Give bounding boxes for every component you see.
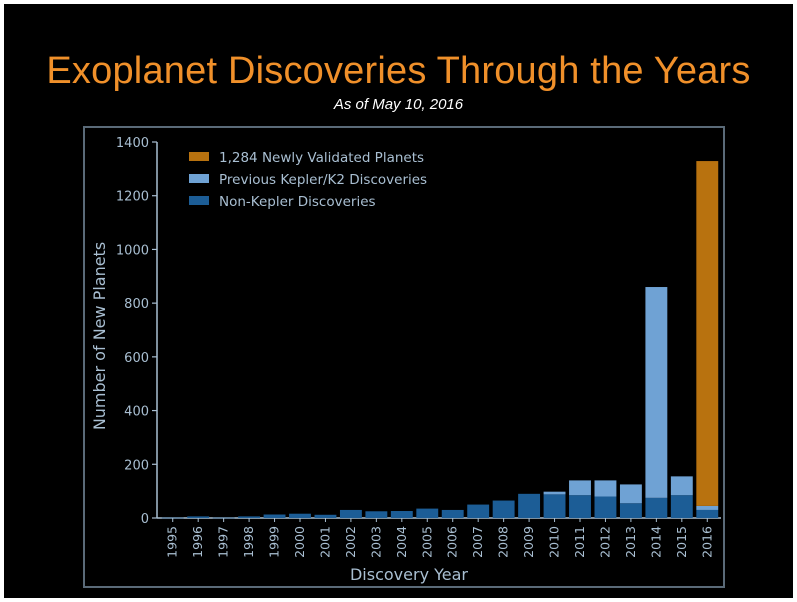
x-tick-label: 2002 [343,526,358,558]
x-tick-label: 2006 [445,526,460,558]
bar-segment [696,509,719,518]
bar-segment [670,476,693,496]
legend-label: Non-Kepler Discoveries [219,194,376,210]
x-tick-label: 2009 [521,526,536,558]
x-tick-label: 2012 [597,526,612,558]
y-tick-label: 600 [124,351,149,366]
bar-segment [161,517,184,519]
x-tick-label: 1997 [216,526,231,558]
legend-swatch [189,196,209,205]
bar-segment [518,493,541,518]
y-tick-label: 200 [124,458,149,473]
legend-swatch [189,152,209,161]
bar-segment [390,511,413,518]
x-tick-label: 2016 [699,526,714,558]
bar-segment [187,516,210,518]
bar-segment [212,517,235,519]
bar-segment [416,508,439,518]
chart-panel: 0 200 400 600 800 1000 1200 1400 1995 1996 1997 199… [83,126,725,588]
x-tick-label: 2005 [419,526,434,558]
bar-segment [467,504,490,518]
bar-segment [238,516,261,518]
x-tick-label: 1999 [267,526,282,558]
x-tick-label: 1995 [165,526,180,558]
bar-segment [289,513,311,518]
x-tick-label: 2014 [648,526,663,558]
y-tick-label: 1000 [116,243,149,258]
slide-subtitle: As of May 10, 2016 [333,96,464,113]
y-axis-title: Number of New Planets [90,242,109,430]
y-tick-label: 0 [141,512,149,527]
bar-segment [263,514,286,518]
bar-segment [645,497,668,518]
y-tick-label: 1400 [116,136,149,151]
x-tick-label: 2001 [317,526,332,558]
bar-segment [569,495,591,518]
y-tick-label: 400 [124,405,149,420]
x-tick-label: 1996 [190,526,205,558]
x-axis-title: Discovery Year [350,565,468,584]
y-tick-label: 800 [124,297,149,312]
x-tick-label: 2000 [292,526,307,558]
slide-title: Exoplanet Discoveries Through the Years [46,50,751,92]
bar-segment [543,491,566,495]
bar-segment [569,480,591,496]
bar-segment [696,505,719,510]
bar-segment [314,514,337,518]
x-tick-label: 2007 [470,526,485,558]
bar-segment [365,511,388,518]
bar-segment [645,287,668,498]
stacked-bar-chart: 0 200 400 600 800 1000 1200 1400 1995 1996 1997 199… [90,136,721,584]
bar-segment [441,509,464,518]
legend-label: Previous Kepler/K2 Discoveries [219,172,427,188]
legend-label: 1,284 Newly Validated Planets [219,150,424,166]
bar-segment [619,503,642,518]
bar-segment [670,495,693,518]
x-tick-label: 2015 [674,526,689,558]
bar-segment [594,496,617,518]
x-tick-label: 2004 [394,526,409,558]
x-tick-label: 2003 [368,526,383,558]
bar-segment [492,500,515,518]
bar-segment [543,494,566,518]
bar-segment [696,161,719,506]
x-tick-label: 2013 [623,526,638,558]
x-tick-label: 2011 [572,526,587,558]
x-tick-label: 2008 [496,526,511,558]
legend-swatch [189,174,209,183]
bar-segment [339,509,362,518]
bar-segment [594,480,617,497]
y-tick-label: 1200 [116,190,149,205]
bar-segment [619,484,642,504]
x-tick-label: 2010 [547,526,562,558]
x-tick-label: 1998 [241,526,256,558]
